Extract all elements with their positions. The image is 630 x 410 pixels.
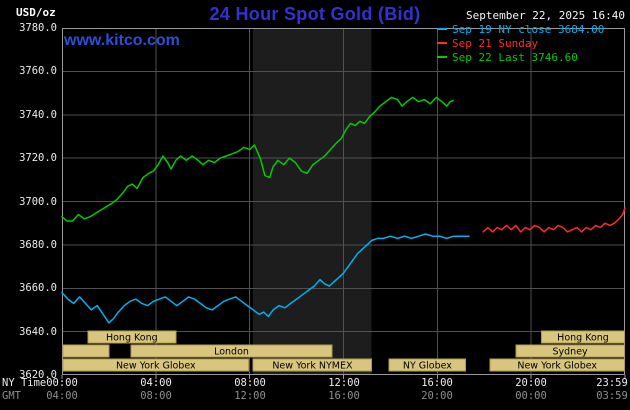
- y-axis-tick-label: 3740.0: [19, 109, 57, 121]
- session-label: Hong Kong: [557, 333, 609, 344]
- legend-swatch: [437, 42, 447, 44]
- y-axis-tick-label: 3760.0: [19, 65, 57, 77]
- page-title: 24 Hour Spot Gold (Bid): [209, 4, 421, 24]
- x-axis-ny-tick-label: 00:00: [46, 377, 78, 389]
- x-axis-gmt-tick-label: 04:00: [46, 390, 78, 402]
- y-axis-tick-label: 3640.0: [19, 326, 57, 338]
- kitco-watermark-link[interactable]: www.kitco.com: [64, 32, 180, 49]
- gmt-axis-label: GMT: [2, 390, 21, 402]
- price-line-sep21: [482, 207, 626, 233]
- x-axis-ny-row: 00:00 04:00 08:00 12:00 16:00 20:00 23:59: [0, 377, 630, 389]
- x-axis-gmt-row: 04:00 08:00 12:00 16:00 20:00 00:00 03:59: [0, 390, 630, 402]
- session-label: NY Globex: [403, 361, 452, 372]
- x-axis-gmt-tick-label: 20:00: [421, 390, 453, 402]
- legend-label: Sep 19 NY close 3684.00: [452, 22, 605, 36]
- x-axis-ny-tick-label: 12:00: [328, 377, 360, 389]
- price-line-sep22: [61, 96, 454, 222]
- x-axis-gmt-tick-label: 08:00: [140, 390, 172, 402]
- y-axis-tick-label: 3680.0: [19, 239, 57, 251]
- legend-swatch: [437, 28, 447, 30]
- y-axis-tick-label: 3620.0: [19, 369, 57, 381]
- legend: Sep 19 NY close 3684.00 Sep 21 Sunday Sep …: [437, 22, 604, 64]
- legend-item: Sep 21 Sunday: [437, 36, 604, 50]
- legend-label: Sep 21 Sunday: [452, 36, 539, 50]
- x-axis-ny-tick-label: 16:00: [421, 377, 453, 389]
- session-label: New York Globex: [116, 361, 196, 372]
- session-box: [515, 344, 625, 358]
- x-axis-gmt-tick-label: 03:59: [596, 390, 628, 402]
- session-box: [62, 358, 250, 372]
- session-box: [62, 344, 110, 358]
- session-box: [388, 358, 466, 372]
- x-axis-ny-tick-label: 08:00: [234, 377, 266, 389]
- y-axis-tick-label: 3700.0: [19, 196, 57, 208]
- ny-time-axis-label: NY Time: [2, 377, 47, 389]
- session-box: [252, 358, 373, 372]
- x-axis-gmt-tick-label: 16:00: [328, 390, 360, 402]
- session-label: Hong Kong: [106, 333, 158, 344]
- price-line-sep19: [61, 233, 470, 324]
- session-label: London: [214, 347, 249, 358]
- x-axis-gmt-tick-label: 12:00: [234, 390, 266, 402]
- y-axis-tick-label: 3780.0: [19, 22, 57, 34]
- session-box: [541, 330, 625, 344]
- session-label: New York NYMEX: [272, 361, 353, 372]
- plot-border: [62, 28, 625, 375]
- session-box: [87, 330, 177, 344]
- x-axis-ny-tick-label: 04:00: [140, 377, 172, 389]
- session-label: Sydney: [553, 347, 589, 358]
- y-axis-tick-label: 3660.0: [19, 282, 57, 294]
- legend-item: Sep 19 NY close 3684.00: [437, 22, 604, 36]
- y-axis-tick-label: 3720.0: [19, 152, 57, 164]
- session-box: [130, 344, 333, 358]
- legend-item: Sep 22 Last 3746.60: [437, 50, 604, 64]
- legend-swatch: [437, 56, 447, 58]
- x-axis-gmt-tick-label: 00:00: [515, 390, 547, 402]
- x-axis-ny-tick-label: 20:00: [515, 377, 547, 389]
- unit-label: USD/oz: [16, 6, 56, 19]
- datetime-label: September 22, 2025 16:40: [466, 9, 625, 22]
- session-label: New York Globex: [517, 361, 597, 372]
- session-box: [489, 358, 625, 372]
- legend-label: Sep 22 Last 3746.60: [452, 50, 578, 64]
- x-axis-ny-tick-label: 23:59: [596, 377, 628, 389]
